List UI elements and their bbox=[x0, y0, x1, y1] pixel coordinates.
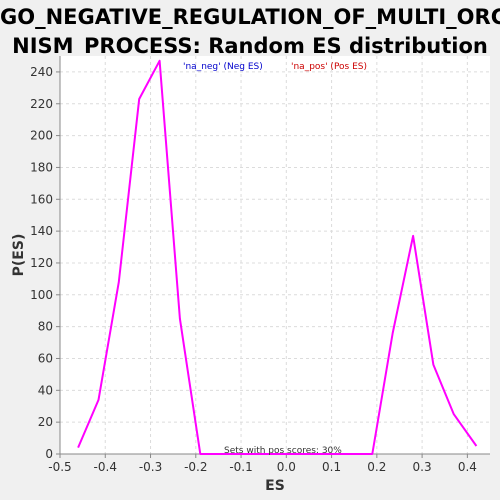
x-tick-label: -0.1 bbox=[229, 460, 252, 474]
y-tick-label: 140 bbox=[30, 224, 53, 238]
pos-scores-annotation: Sets with pos scores: 30% bbox=[224, 446, 342, 456]
legend-entry-pos: 'na_pos' (Pos ES) bbox=[291, 62, 367, 72]
y-tick-label: 120 bbox=[30, 256, 53, 270]
y-tick-label: 40 bbox=[38, 383, 53, 397]
series-layer bbox=[77, 59, 478, 455]
chart-title-line-2: NISM_PROCESS: Random ES distribution bbox=[12, 34, 488, 58]
y-axis-ticks: 0 20 40 60 80 100 120 140 160 180 200 220 240 bbox=[30, 65, 60, 461]
plot-area bbox=[60, 56, 490, 454]
y-tick-label: 20 bbox=[38, 415, 53, 429]
grid-lines bbox=[59, 56, 490, 455]
legend-entry-neg: 'na_neg' (Neg ES) bbox=[183, 62, 263, 72]
chart-title-line-1: GO_NEGATIVE_REGULATION_OF_MULTI_ORGA bbox=[0, 5, 500, 29]
chart-title: GO_NEGATIVE_REGULATION_OF_MULTI_ORGA NIS… bbox=[0, 3, 500, 61]
y-tick-label: 240 bbox=[30, 65, 53, 79]
x-tick-label: 0.3 bbox=[413, 460, 432, 474]
y-tick-label: 60 bbox=[38, 351, 53, 365]
y-tick-label: 200 bbox=[30, 129, 53, 143]
x-tick-label: 0.4 bbox=[458, 460, 477, 474]
x-tick-label: 0.1 bbox=[322, 460, 341, 474]
y-tick-label: 180 bbox=[30, 160, 53, 174]
x-axis-label: ES bbox=[265, 478, 285, 494]
y-axis-label: P(ES) bbox=[11, 234, 27, 277]
y-tick-label: 220 bbox=[30, 97, 53, 111]
x-tick-label: 0.2 bbox=[367, 460, 386, 474]
y-tick-label: 100 bbox=[30, 288, 53, 302]
x-tick-label: -0.2 bbox=[184, 460, 207, 474]
y-tick-label: 80 bbox=[38, 320, 53, 334]
y-tick-label: 0 bbox=[45, 447, 53, 461]
y-tick-label: 160 bbox=[30, 192, 53, 206]
x-axis-ticks: -0.5 -0.4 -0.3 -0.2 -0.1 0.0 0.1 0.2 0.3 0.4 bbox=[48, 454, 477, 474]
x-tick-label: -0.4 bbox=[94, 460, 117, 474]
x-tick-label: -0.3 bbox=[139, 460, 162, 474]
series-line bbox=[77, 59, 478, 455]
x-tick-label: 0.0 bbox=[277, 460, 296, 474]
x-tick-label: -0.5 bbox=[48, 460, 71, 474]
